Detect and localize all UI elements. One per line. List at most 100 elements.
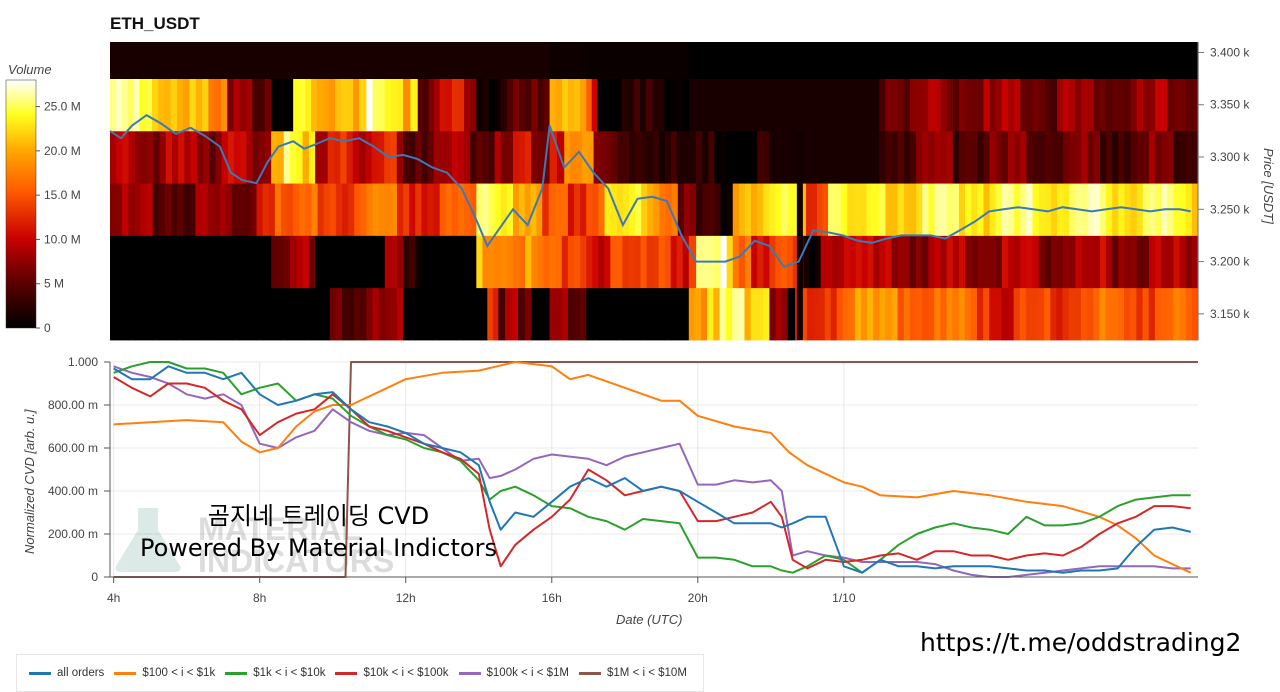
heatmap-cell — [506, 235, 514, 289]
heatmap-cell — [195, 42, 203, 79]
heatmap-cell — [476, 183, 484, 236]
legend-item[interactable]: $100 < i < $1k — [114, 667, 215, 679]
heatmap-cell — [531, 130, 538, 184]
heatmap-cell — [433, 130, 441, 184]
legend-item[interactable]: $10k < i < $100k — [335, 667, 449, 679]
heatmap-cell — [983, 235, 991, 289]
heatmap-cell — [818, 287, 826, 341]
heatmap-cell — [208, 78, 216, 132]
heatmap-cell — [964, 287, 972, 341]
heatmap-cell — [891, 42, 898, 79]
heatmap-cell — [806, 183, 813, 236]
heatmap-cell — [366, 42, 374, 79]
heatmap-cell — [726, 235, 734, 289]
heatmap-cell — [635, 130, 642, 184]
heatmap-cell — [158, 183, 166, 236]
heatmap-cell — [664, 130, 672, 184]
heatmap-cell — [458, 235, 465, 289]
heatmap-cell — [787, 78, 795, 132]
heatmap-cell — [1148, 287, 1156, 341]
heatmap-cell — [1191, 78, 1199, 132]
heatmap-cell — [720, 130, 728, 184]
heatmap-cell — [252, 78, 260, 132]
heatmap-cell — [250, 183, 258, 236]
heatmap-cell — [1124, 78, 1132, 132]
heatmap-cell — [512, 235, 520, 289]
heatmap-cell — [353, 235, 361, 289]
heatmap-cell — [671, 183, 679, 236]
heatmap-cell — [897, 183, 905, 236]
heatmap-cell — [617, 130, 624, 184]
heatmap-cell — [494, 235, 502, 289]
heatmap-cell — [202, 235, 210, 289]
legend-item[interactable]: all orders — [29, 667, 104, 679]
heatmap-cell — [1118, 130, 1126, 184]
legend-item[interactable]: $1M < i < $10M — [579, 667, 687, 679]
heatmap-cell — [1155, 235, 1162, 289]
heatmap-cell — [799, 42, 806, 79]
heatmap-cell — [995, 130, 1003, 184]
heatmap-cell — [1093, 235, 1101, 289]
heatmap-cell — [470, 42, 477, 79]
heatmap-cell — [676, 78, 684, 132]
heatmap-cell — [500, 42, 508, 79]
heatmap-cell — [610, 287, 617, 341]
heatmap-cell — [352, 130, 360, 184]
heatmap-cell — [561, 78, 569, 132]
heatmap-cell — [854, 130, 862, 184]
heatmap-cell — [598, 235, 605, 289]
heatmap-cell — [1136, 42, 1144, 79]
heatmap-cell — [488, 235, 496, 289]
heatmap-cell — [928, 78, 936, 132]
heatmap-cell — [262, 183, 270, 236]
heatmap-cell — [965, 78, 972, 132]
heatmap-cell — [543, 42, 551, 79]
heatmap-cell — [757, 130, 764, 184]
heatmap-cell — [1020, 130, 1027, 184]
heatmap-cell — [1038, 183, 1046, 236]
heatmap-cell — [622, 183, 630, 236]
heatmap-cell — [519, 130, 526, 184]
heatmap-cell — [1062, 287, 1070, 341]
heatmap-cell — [302, 130, 310, 184]
heatmap-cell — [240, 130, 247, 184]
heatmap-cell — [329, 183, 337, 236]
heatmap-cell — [445, 42, 453, 79]
heatmap-cell — [599, 130, 607, 184]
heatmap-cell — [806, 130, 813, 184]
heatmap-cell — [1020, 42, 1027, 79]
heatmap-cell — [134, 130, 142, 184]
cvd-legend: all orders $100 < i < $1k $1k < i < $10k $1… — [16, 654, 704, 692]
heatmap-cell — [165, 130, 173, 184]
heatmap-cell — [244, 42, 252, 79]
heatmap-cell — [427, 183, 435, 236]
heatmap-cell — [609, 78, 617, 132]
heatmap-cell — [519, 42, 526, 79]
heatmap-cell — [1008, 78, 1015, 132]
heatmap-cell — [1007, 42, 1015, 79]
heatmap-cell — [232, 42, 239, 79]
heatmap-cell — [1191, 235, 1199, 289]
heatmap-cell — [1124, 130, 1132, 184]
legend-item[interactable]: $1k < i < $10k — [225, 667, 325, 679]
heatmap-cell — [372, 287, 380, 341]
heatmap-cell — [731, 42, 739, 79]
heatmap-cell — [604, 287, 611, 341]
legend-swatch — [335, 671, 358, 675]
heatmap-cell — [688, 78, 697, 132]
heatmap-cell — [817, 42, 825, 79]
heatmap-cell — [621, 78, 629, 132]
heatmap-cell — [977, 78, 985, 132]
heatmap-cell — [524, 183, 532, 236]
telegram-link[interactable]: https://t.me/oddstrading2 — [920, 628, 1242, 657]
heatmap-cell — [396, 78, 404, 132]
heatmap-cell — [296, 235, 304, 289]
heatmap-cell — [372, 42, 380, 79]
heatmap-cell — [537, 42, 545, 79]
heatmap-cell — [834, 183, 842, 236]
heatmap-cell — [549, 78, 557, 132]
legend-item[interactable]: $100k < i < $1M — [458, 667, 569, 679]
heatmap-cell — [701, 42, 708, 79]
heatmap-cell — [152, 183, 160, 236]
heatmap-cell — [848, 130, 856, 184]
